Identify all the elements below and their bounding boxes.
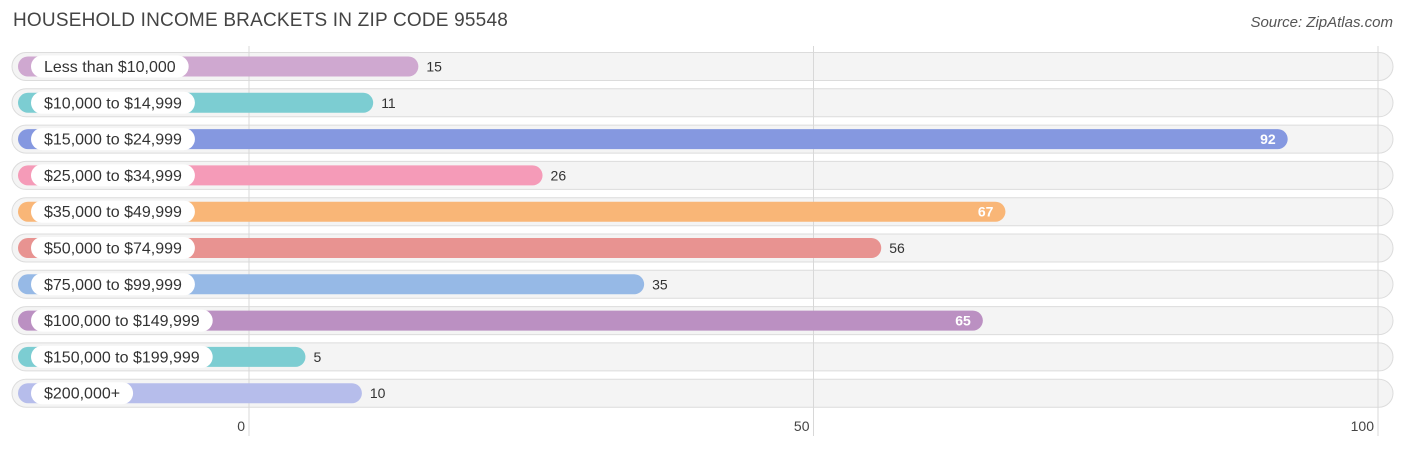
category-label: $25,000 to $34,999 [44, 168, 182, 185]
x-tick-label: 50 [794, 418, 810, 434]
bar [18, 310, 983, 331]
category-label-pill [31, 200, 195, 223]
category-label: $150,000 to $199,999 [44, 349, 200, 366]
category-label-pill [31, 164, 195, 187]
value-label: 15 [426, 59, 442, 75]
category-label: $10,000 to $14,999 [44, 95, 182, 112]
value-label: 65 [955, 313, 971, 329]
value-label: 26 [551, 167, 567, 183]
bar [18, 129, 1288, 150]
category-label: $35,000 to $49,999 [44, 204, 182, 221]
category-label-pill [31, 273, 195, 296]
category-label: $200,000+ [44, 386, 120, 403]
value-label: 10 [370, 385, 386, 401]
value-label: 5 [313, 349, 321, 365]
category-label: $75,000 to $99,999 [44, 277, 182, 294]
category-label-pill [31, 91, 195, 114]
category-label-pill [31, 55, 189, 78]
category-label: Less than $10,000 [44, 59, 176, 76]
x-tick-label: 100 [1351, 418, 1375, 434]
bar [18, 238, 882, 258]
category-label-pill [31, 382, 134, 405]
x-tick-label: 0 [237, 418, 245, 434]
category-label-pill [31, 309, 213, 332]
value-label: 11 [381, 95, 396, 111]
chart-title: HOUSEHOLD INCOME BRACKETS IN ZIP CODE 95… [13, 10, 508, 31]
row-track [11, 342, 1394, 372]
category-label-pill [31, 237, 195, 259]
value-label: 67 [978, 204, 994, 220]
source-label: Source: ZipAtlas.com [1250, 14, 1393, 31]
category-label: $100,000 to $149,999 [44, 313, 200, 330]
value-label: 92 [1260, 131, 1276, 147]
category-label-pill [31, 128, 195, 151]
value-label: 35 [652, 276, 668, 292]
bar [18, 201, 1006, 222]
category-label: $15,000 to $24,999 [44, 132, 182, 149]
value-label: 56 [889, 240, 905, 256]
category-label: $50,000 to $74,999 [44, 241, 182, 258]
category-label-pill [31, 345, 213, 368]
